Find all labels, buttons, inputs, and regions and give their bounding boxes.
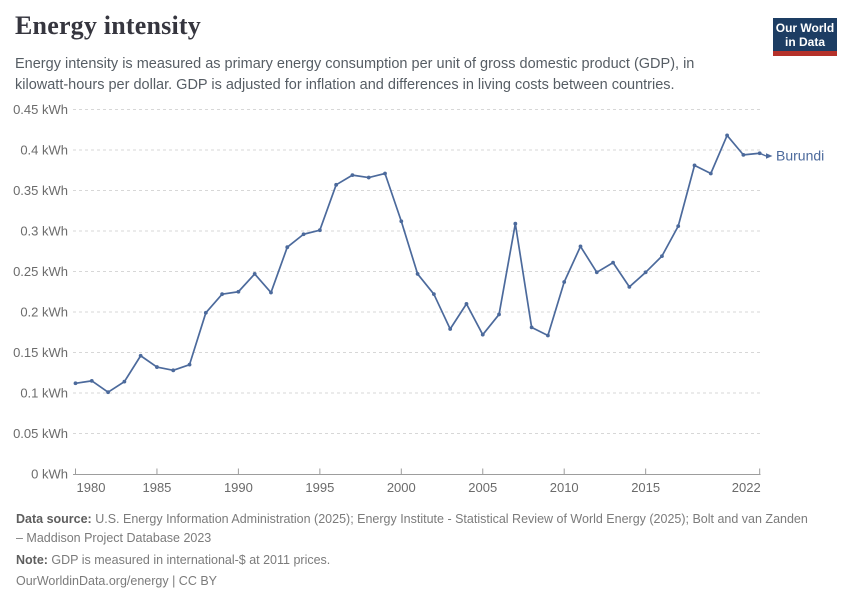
data-point[interactable] (708, 171, 713, 176)
data-point[interactable] (643, 270, 648, 275)
x-axis-tick-label: 1990 (224, 480, 253, 495)
data-point[interactable] (611, 260, 615, 265)
x-axis-tick-label: 2022 (732, 480, 761, 495)
data-point[interactable] (415, 272, 420, 276)
data-point[interactable] (187, 362, 192, 367)
data-point[interactable] (366, 175, 371, 180)
y-axis-tick-label: 0.45 kWh (13, 102, 68, 117)
data-point[interactable] (317, 228, 322, 233)
y-axis-tick-label: 0.3 kWh (20, 224, 68, 239)
data-point[interactable] (301, 232, 306, 237)
data-point[interactable] (269, 290, 273, 295)
data-point[interactable] (448, 327, 453, 331)
x-axis-tick-label: 2010 (550, 480, 579, 495)
data-source-text: U.S. Energy Information Administration (… (16, 512, 808, 545)
owid-logo-line1: Our World (775, 21, 835, 35)
data-point[interactable] (480, 332, 485, 337)
data-point[interactable] (660, 254, 664, 259)
data-point[interactable] (106, 390, 110, 395)
entity-arrow-icon (766, 153, 773, 159)
data-point[interactable] (513, 221, 518, 226)
data-point[interactable] (464, 302, 469, 306)
x-axis-tick-label: 1980 (77, 480, 106, 495)
entity-label-burundi[interactable]: Burundi (776, 148, 824, 164)
y-axis-tick-label: 0.35 kWh (13, 183, 68, 198)
data-point[interactable] (122, 379, 127, 384)
x-axis-tick-label: 2000 (387, 480, 416, 495)
data-point[interactable] (725, 133, 729, 138)
data-point[interactable] (383, 171, 387, 176)
note-line: Note: GDP is measured in international-$… (16, 551, 818, 570)
y-axis-tick-label: 0 kWh (31, 467, 68, 482)
x-axis-tick-label: 1995 (305, 480, 334, 495)
data-point[interactable] (399, 219, 404, 224)
y-axis-tick-label: 0.05 kWh (13, 426, 68, 441)
data-point[interactable] (676, 224, 681, 229)
data-source-label: Data source: (16, 512, 92, 526)
data-point[interactable] (334, 182, 339, 187)
data-point[interactable] (220, 292, 225, 297)
y-axis-tick-label: 0.25 kWh (13, 264, 68, 279)
note-text: GDP is measured in international-$ at 20… (47, 552, 331, 567)
data-point[interactable] (529, 325, 534, 330)
y-axis-tick-label: 0.1 kWh (20, 386, 68, 401)
owid-logo[interactable]: Our World in Data (773, 18, 837, 57)
data-point[interactable] (138, 353, 143, 358)
x-axis-tick-label: 1985 (142, 480, 171, 495)
data-point[interactable] (627, 284, 632, 289)
page-title: Energy intensity (15, 11, 201, 40)
data-point[interactable] (692, 163, 697, 168)
data-point[interactable] (741, 152, 746, 157)
entity-connector-line (759, 152, 767, 157)
data-point[interactable] (431, 292, 436, 297)
data-point[interactable] (350, 173, 355, 178)
license-link[interactable]: OurWorldinData.org/energy | CC BY (16, 574, 218, 589)
chart-subtitle: Energy intensity is measured as primary … (15, 56, 695, 94)
data-point[interactable] (89, 378, 94, 383)
data-point[interactable] (236, 289, 241, 294)
chart-footer: Data source: U.S. Energy Information Adm… (16, 510, 818, 594)
data-point[interactable] (562, 280, 567, 284)
data-line-burundi[interactable] (74, 134, 761, 394)
data-point[interactable] (155, 365, 159, 369)
data-point[interactable] (578, 244, 583, 249)
data-point[interactable] (171, 368, 176, 373)
y-axis-tick-label: 0.4 kWh (20, 143, 68, 158)
data-point[interactable] (252, 272, 257, 276)
data-point[interactable] (594, 270, 599, 275)
data-point[interactable] (285, 245, 290, 250)
y-axis-tick-label: 0.2 kWh (20, 305, 68, 320)
x-axis-tick-label: 2015 (631, 480, 660, 495)
note-label: Note: (16, 552, 48, 567)
data-source-line: Data source: U.S. Energy Information Adm… (16, 510, 818, 548)
data-point[interactable] (546, 333, 550, 338)
data-point[interactable] (73, 381, 78, 386)
y-axis-tick-label: 0.15 kWh (13, 345, 68, 360)
line-chart-canvas[interactable]: 0 kWh 0.05 kWh 0.1 kWh 0.15 kWh 0.2 kWh 0.25 … (0, 0, 850, 512)
data-point[interactable] (203, 310, 208, 315)
owid-logo-line2: in Data (784, 35, 825, 50)
license-line: OurWorldinData.org/energy | CC BY (16, 572, 818, 591)
data-point[interactable] (497, 312, 501, 317)
x-axis-tick-label: 2005 (468, 480, 497, 495)
